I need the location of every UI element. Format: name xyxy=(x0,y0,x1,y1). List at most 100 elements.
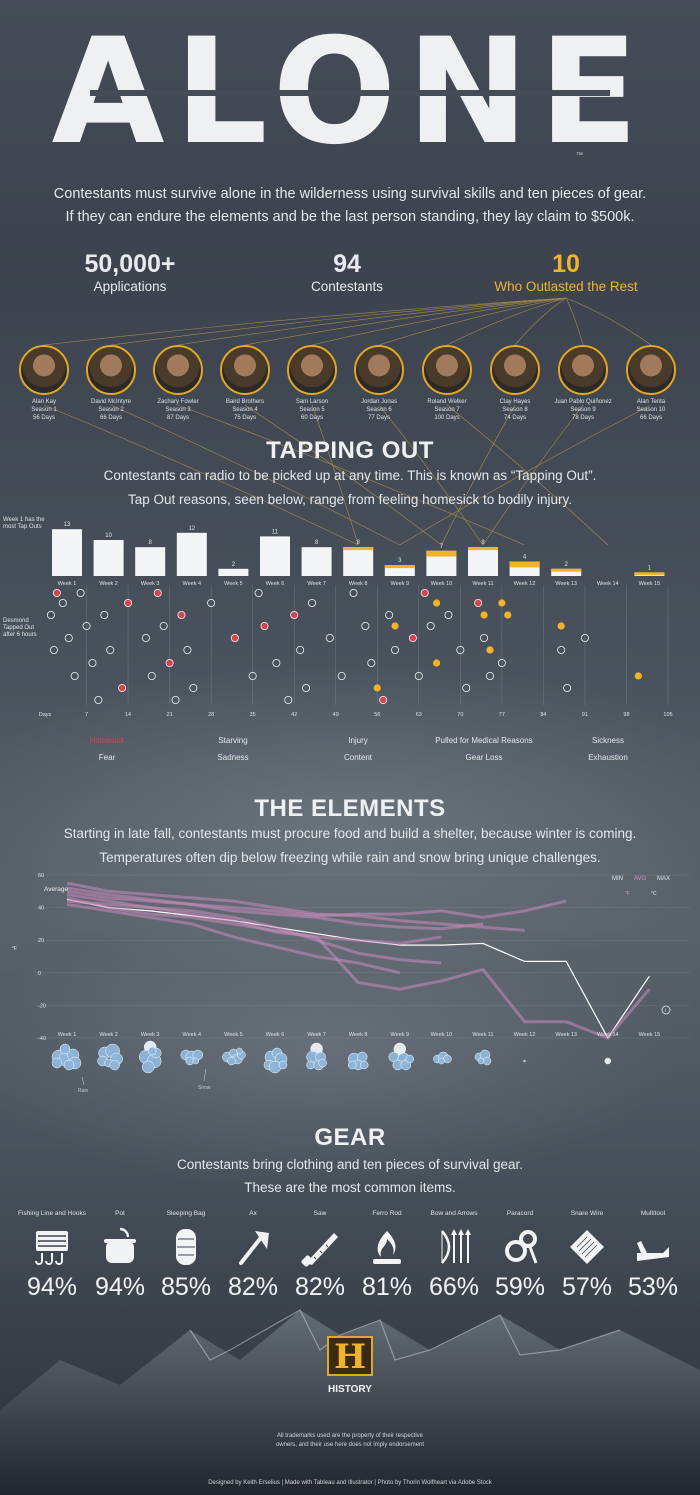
tap-bar[interactable] xyxy=(260,536,290,576)
rain-bubble xyxy=(63,1059,75,1071)
tap-bar[interactable] xyxy=(135,547,166,576)
tap-bar-value: 11 xyxy=(272,529,279,535)
tap-out-dot[interactable] xyxy=(497,658,506,667)
tap-out-dot[interactable] xyxy=(94,695,103,704)
tap-bar[interactable] xyxy=(384,565,415,576)
tap-bar-category: Week 2 xyxy=(99,581,118,587)
winner-card[interactable]: David McIntyre Season 2 66 Days xyxy=(76,345,146,422)
tap-out-dot[interactable] xyxy=(580,634,589,643)
tap-bar[interactable] xyxy=(93,540,124,576)
y-tick-label: -20 xyxy=(38,1003,46,1009)
tap-out-dot[interactable] xyxy=(385,611,394,620)
tap-out-dot-homesick[interactable] xyxy=(177,611,186,620)
tap-out-dot[interactable] xyxy=(141,634,150,643)
tap-out-dot-winner[interactable] xyxy=(486,646,494,654)
tap-out-dot-homesick[interactable] xyxy=(230,634,239,643)
tap-out-dot[interactable] xyxy=(325,634,334,643)
tap-out-dot-homesick[interactable] xyxy=(408,634,417,643)
tap-out-dot[interactable] xyxy=(49,645,58,654)
tap-out-dot[interactable] xyxy=(444,611,453,620)
tap-out-dot[interactable] xyxy=(189,683,198,692)
winner-card[interactable]: Alan Tenta Season 10 66 Days xyxy=(616,345,686,422)
tap-out-dot-winner[interactable] xyxy=(480,611,488,619)
gear-name: Paracord xyxy=(506,1210,534,1217)
tap-out-dot[interactable] xyxy=(557,645,566,654)
tap-out-dot-homesick[interactable] xyxy=(118,683,127,692)
tap-out-dot[interactable] xyxy=(462,683,471,692)
tap-out-dot[interactable] xyxy=(106,645,115,654)
tap-bar[interactable] xyxy=(343,547,374,576)
tap-out-dot-homesick[interactable] xyxy=(52,589,61,598)
tap-bar[interactable] xyxy=(176,532,207,576)
tap-out-dot[interactable] xyxy=(100,611,109,620)
tap-bar[interactable] xyxy=(468,547,498,576)
tap-out-dot[interactable] xyxy=(480,634,489,643)
tap-out-dot[interactable] xyxy=(426,622,435,631)
tap-out-dot[interactable] xyxy=(349,589,358,598)
winner-card[interactable]: Clay Hayes Season 8 74 Days xyxy=(480,345,550,422)
tap-out-dot[interactable] xyxy=(367,658,376,667)
tap-out-dot[interactable] xyxy=(296,645,305,654)
winner-card[interactable]: Jordan Jonas Season 6 77 Days xyxy=(344,345,414,422)
tap-out-dot[interactable] xyxy=(284,695,293,704)
stat-contestants: 94 Contestants xyxy=(247,250,447,294)
tap-out-dot[interactable] xyxy=(58,599,67,608)
tap-out-dot-homesick[interactable] xyxy=(290,611,299,620)
tap-out-dot-winner[interactable] xyxy=(504,611,512,619)
tap-out-dot-homesick[interactable] xyxy=(420,589,429,598)
gear-item: Pot 94% xyxy=(85,1210,155,1302)
tap-out-dot[interactable] xyxy=(207,599,216,608)
winner-card[interactable]: Alan Kay Season 1 56 Days xyxy=(9,345,79,422)
tap-out-dot[interactable] xyxy=(456,645,465,654)
tap-out-dot-winner[interactable] xyxy=(433,659,441,667)
winner-name: Juan Pablo Quiñonez xyxy=(554,399,612,405)
tap-out-dot[interactable] xyxy=(147,671,156,680)
tap-out-dot-winner[interactable] xyxy=(557,622,565,630)
tap-out-dot-winner[interactable] xyxy=(391,622,399,630)
tap-out-dot[interactable] xyxy=(46,611,55,620)
tap-out-dot[interactable] xyxy=(361,622,370,631)
tap-out-dot[interactable] xyxy=(414,671,423,680)
tap-bar[interactable] xyxy=(218,568,249,576)
tap-out-dot[interactable] xyxy=(248,671,257,680)
tap-bar[interactable] xyxy=(52,529,82,576)
tap-out-dot-homesick[interactable] xyxy=(153,589,162,598)
tap-out-dot[interactable] xyxy=(82,622,91,631)
tap-out-dot[interactable] xyxy=(391,645,400,654)
winner-card[interactable]: Baird Brothers Season 4 75 Days xyxy=(210,345,280,422)
winner-card[interactable]: Sam Larson Season 5 60 Days xyxy=(277,345,347,422)
tap-out-dot[interactable] xyxy=(70,671,79,680)
winner-card[interactable]: Juan Pablo Quiñonez Season 9 78 Days xyxy=(548,345,618,422)
tap-out-dot[interactable] xyxy=(159,622,168,631)
tap-out-dot[interactable] xyxy=(302,683,311,692)
tap-out-dot[interactable] xyxy=(183,645,192,654)
gear-sub-1: Contestants bring clothing and ten piece… xyxy=(177,1157,523,1172)
tap-out-dot[interactable] xyxy=(64,634,73,643)
tap-out-dot[interactable] xyxy=(88,658,97,667)
tap-bar[interactable] xyxy=(301,547,332,576)
winner-card[interactable]: Zachary Fowler Season 3 87 Days xyxy=(143,345,213,422)
winner-card[interactable]: Roland Welker Season 7 100 Days xyxy=(412,345,482,422)
tap-out-dot-winner[interactable] xyxy=(433,599,441,607)
tap-out-dot-winner[interactable] xyxy=(498,599,506,607)
tap-out-dot-winner[interactable] xyxy=(373,684,381,692)
info-icon[interactable] xyxy=(661,1005,671,1015)
tap-out-dot[interactable] xyxy=(563,683,572,692)
tap-out-dot[interactable] xyxy=(485,671,494,680)
tap-out-dot-homesick[interactable] xyxy=(260,622,269,631)
tap-out-dot-homesick[interactable] xyxy=(165,658,174,667)
tap-out-dot[interactable] xyxy=(76,589,85,598)
tap-out-dot[interactable] xyxy=(337,671,346,680)
tap-out-dot[interactable] xyxy=(171,695,180,704)
tap-out-dot-homesick[interactable] xyxy=(379,695,388,704)
tap-out-dot-homesick[interactable] xyxy=(474,599,483,608)
tap-bar-winner-segment xyxy=(634,572,665,576)
tap-out-dot[interactable] xyxy=(272,658,281,667)
tap-out-dot-winner[interactable] xyxy=(634,672,642,680)
gear-heading: GEAR xyxy=(314,1124,386,1151)
tap-bar[interactable] xyxy=(551,568,582,576)
tap-out-dot[interactable] xyxy=(254,589,263,598)
tap-out-dot-homesick[interactable] xyxy=(124,599,133,608)
tap-out-dot[interactable] xyxy=(307,599,316,608)
stat-winners: 10 Who Outlasted the Rest xyxy=(466,250,666,294)
